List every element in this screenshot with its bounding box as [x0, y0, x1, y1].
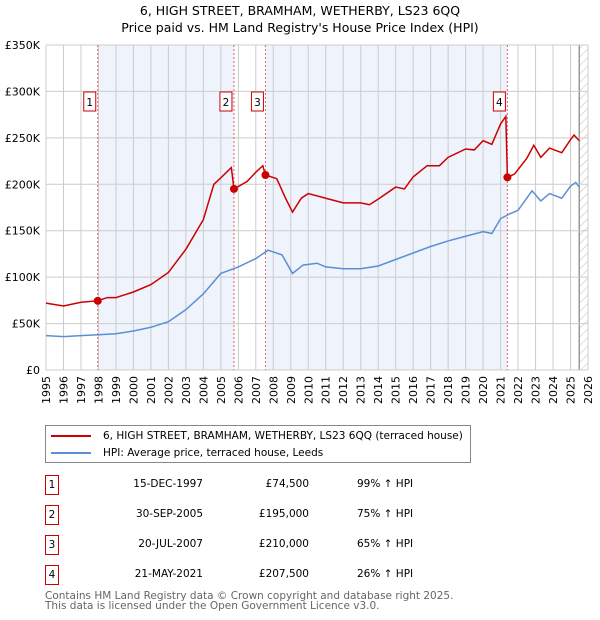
property-price-line: [45, 114, 580, 307]
y-tick-label: £0: [26, 364, 40, 377]
y-tick-label: £100K: [5, 271, 41, 284]
sale-date: 15-DEC-1997: [133, 478, 203, 490]
x-tick-label: 2001: [145, 376, 158, 404]
x-tick-label: 2007: [250, 376, 263, 404]
legend-label-hpi: HPI: Average price, terraced house, Leed…: [103, 447, 324, 459]
x-tick-label: 2000: [127, 376, 140, 404]
chart-title: 6, HIGH STREET, BRAMHAM, WETHERBY, LS23 …: [139, 3, 461, 18]
sale-price: £74,500: [265, 478, 309, 490]
sale-label-box: [492, 91, 506, 112]
sale-hpi-change: 99% ↑ HPI: [357, 478, 414, 490]
sale-price: £207,500: [258, 568, 309, 580]
sale-label-box: [250, 91, 264, 112]
x-tick-label: 1999: [110, 376, 123, 404]
sale-date: 30-SEP-2005: [135, 508, 203, 520]
y-tick-label: £50K: [12, 318, 41, 331]
x-tick-label: 2020: [477, 376, 490, 404]
x-tick-label: 2002: [162, 376, 175, 404]
sale-point: [503, 173, 512, 182]
y-tick-label: £300K: [5, 85, 41, 98]
x-tick-label: 2005: [215, 376, 228, 404]
x-tick-label: 2017: [425, 376, 438, 404]
sale-number-badge: 1: [45, 475, 59, 495]
future-hatch: [579, 45, 588, 370]
sale-row: 4 21-MAY-2021 £207,500 26% ↑ HPI: [45, 565, 465, 585]
sale-label-box: [219, 91, 233, 112]
x-tick-label: 2022: [512, 376, 525, 404]
ownership-shade: [265, 45, 508, 370]
x-tick-label: 2019: [460, 376, 473, 404]
sale-number-badge: 3: [45, 535, 59, 555]
sale-row: 1 15-DEC-1997 £74,500 99% ↑ HPI: [45, 475, 465, 495]
ownership-shade: [97, 45, 234, 370]
legend-item-hpi: HPI: Average price, terraced house, Leed…: [46, 445, 323, 461]
x-tick-label: 2025: [565, 376, 578, 404]
sale-number-badge: 4: [45, 565, 59, 585]
x-tick-label: 2011: [320, 376, 333, 404]
x-tick-label: 2023: [530, 376, 543, 404]
legend: 6, HIGH STREET, BRAMHAM, WETHERBY, LS23 …: [45, 425, 471, 463]
sale-row: 2 30-SEP-2005 £195,000 75% ↑ HPI: [45, 505, 465, 525]
sale-number-badge: 2: [45, 505, 59, 525]
sale-point: [229, 184, 238, 193]
y-tick-label: £250K: [5, 132, 41, 145]
x-tick-label: 1995: [40, 376, 53, 404]
sale-label-box: [83, 91, 97, 112]
x-tick-label: 2008: [267, 376, 280, 404]
x-tick-label: 2009: [285, 376, 298, 404]
sale-price: £195,000: [258, 508, 309, 520]
legend-swatch-hpi: [51, 452, 91, 454]
x-tick-label: 1997: [75, 376, 88, 404]
sale-date: 20-JUL-2007: [138, 538, 203, 550]
sale-hpi-change: 26% ↑ HPI: [357, 568, 414, 580]
x-tick-label: 2018: [442, 376, 455, 404]
legend-label-property: 6, HIGH STREET, BRAMHAM, WETHERBY, LS23 …: [103, 430, 463, 442]
chart-subtitle: Price paid vs. HM Land Registry's House …: [121, 20, 479, 35]
legend-item-property: 6, HIGH STREET, BRAMHAM, WETHERBY, LS23 …: [46, 428, 463, 444]
x-tick-label: 1996: [57, 376, 70, 404]
x-tick-label: 2024: [547, 376, 560, 404]
y-tick-label: £150K: [5, 225, 41, 238]
footer-line-2: This data is licensed under the Open Gov…: [45, 600, 380, 612]
x-tick-label: 2014: [372, 376, 385, 404]
hpi-line: [45, 181, 580, 338]
x-tick-label: 2012: [337, 376, 350, 404]
price-chart: 1995 1996 1997 1998 1999 2000 2001 2002 2003 2004…: [5, 39, 595, 404]
x-tick-label: 2010: [302, 376, 315, 404]
sale-point: [93, 296, 102, 305]
sale-label: 1: [86, 97, 93, 109]
sale-label: 2: [223, 97, 230, 109]
y-tick-label: £200K: [5, 178, 41, 191]
x-tick-label: 2026: [582, 376, 595, 404]
sale-label: 3: [254, 97, 261, 109]
y-tick-label: £350K: [5, 39, 41, 52]
x-tick-label: 2006: [232, 376, 245, 404]
sale-hpi-change: 75% ↑ HPI: [357, 508, 414, 520]
sale-date: 21-MAY-2021: [134, 568, 203, 580]
x-tick-label: 2004: [197, 376, 210, 404]
x-tick-label: 2021: [495, 376, 508, 404]
x-tick-label: 2015: [390, 376, 403, 404]
sale-row: 3 20-JUL-2007 £210,000 65% ↑ HPI: [45, 535, 465, 555]
sale-point: [261, 171, 270, 179]
legend-swatch-property: [51, 435, 91, 437]
x-tick-label: 2003: [180, 376, 193, 404]
footer-line-1: Contains HM Land Registry data © Crown c…: [45, 590, 454, 602]
sale-label: 4: [496, 97, 503, 109]
sale-hpi-change: 65% ↑ HPI: [357, 538, 414, 550]
x-tick-label: 2013: [355, 376, 368, 404]
x-tick-label: 1998: [92, 376, 105, 404]
x-tick-label: 2016: [407, 376, 420, 404]
sale-price: £210,000: [258, 538, 309, 550]
